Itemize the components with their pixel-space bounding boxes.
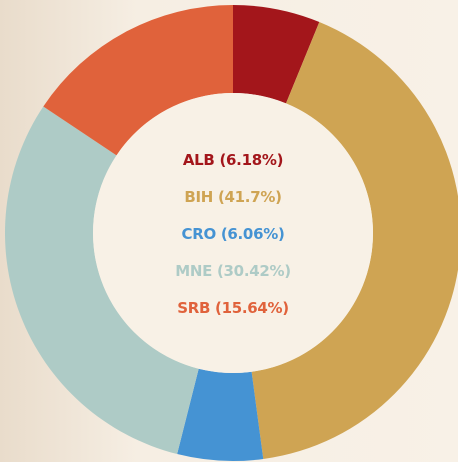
donut-hole	[93, 93, 373, 373]
legend-name: MNE	[175, 262, 212, 280]
legend-entry: MNE (30.42%)	[175, 262, 291, 280]
legend-name: ALB	[183, 151, 215, 169]
donut-slice	[43, 5, 233, 156]
legend-value: (6.18%)	[219, 151, 283, 169]
legend-entry: CRO (6.06%)	[181, 225, 284, 243]
legend-entry: BIH (41.7%)	[184, 188, 281, 206]
legend-value: (15.64%)	[215, 299, 289, 317]
legend-entry: ALB (6.18%)	[183, 151, 283, 169]
donut-slice	[177, 368, 264, 461]
legend-value: (41.7%)	[218, 188, 282, 206]
legend-name: CRO	[181, 225, 215, 243]
legend-value: (30.42%)	[217, 262, 291, 280]
legend-value: (6.06%)	[221, 225, 285, 243]
legend-name: SRB	[177, 299, 210, 317]
donut-slice	[4, 106, 199, 455]
legend-name: BIH	[184, 188, 213, 206]
donut-slice	[251, 21, 458, 459]
legend-entry: SRB (15.64%)	[177, 299, 289, 317]
donut-slice	[233, 5, 320, 104]
